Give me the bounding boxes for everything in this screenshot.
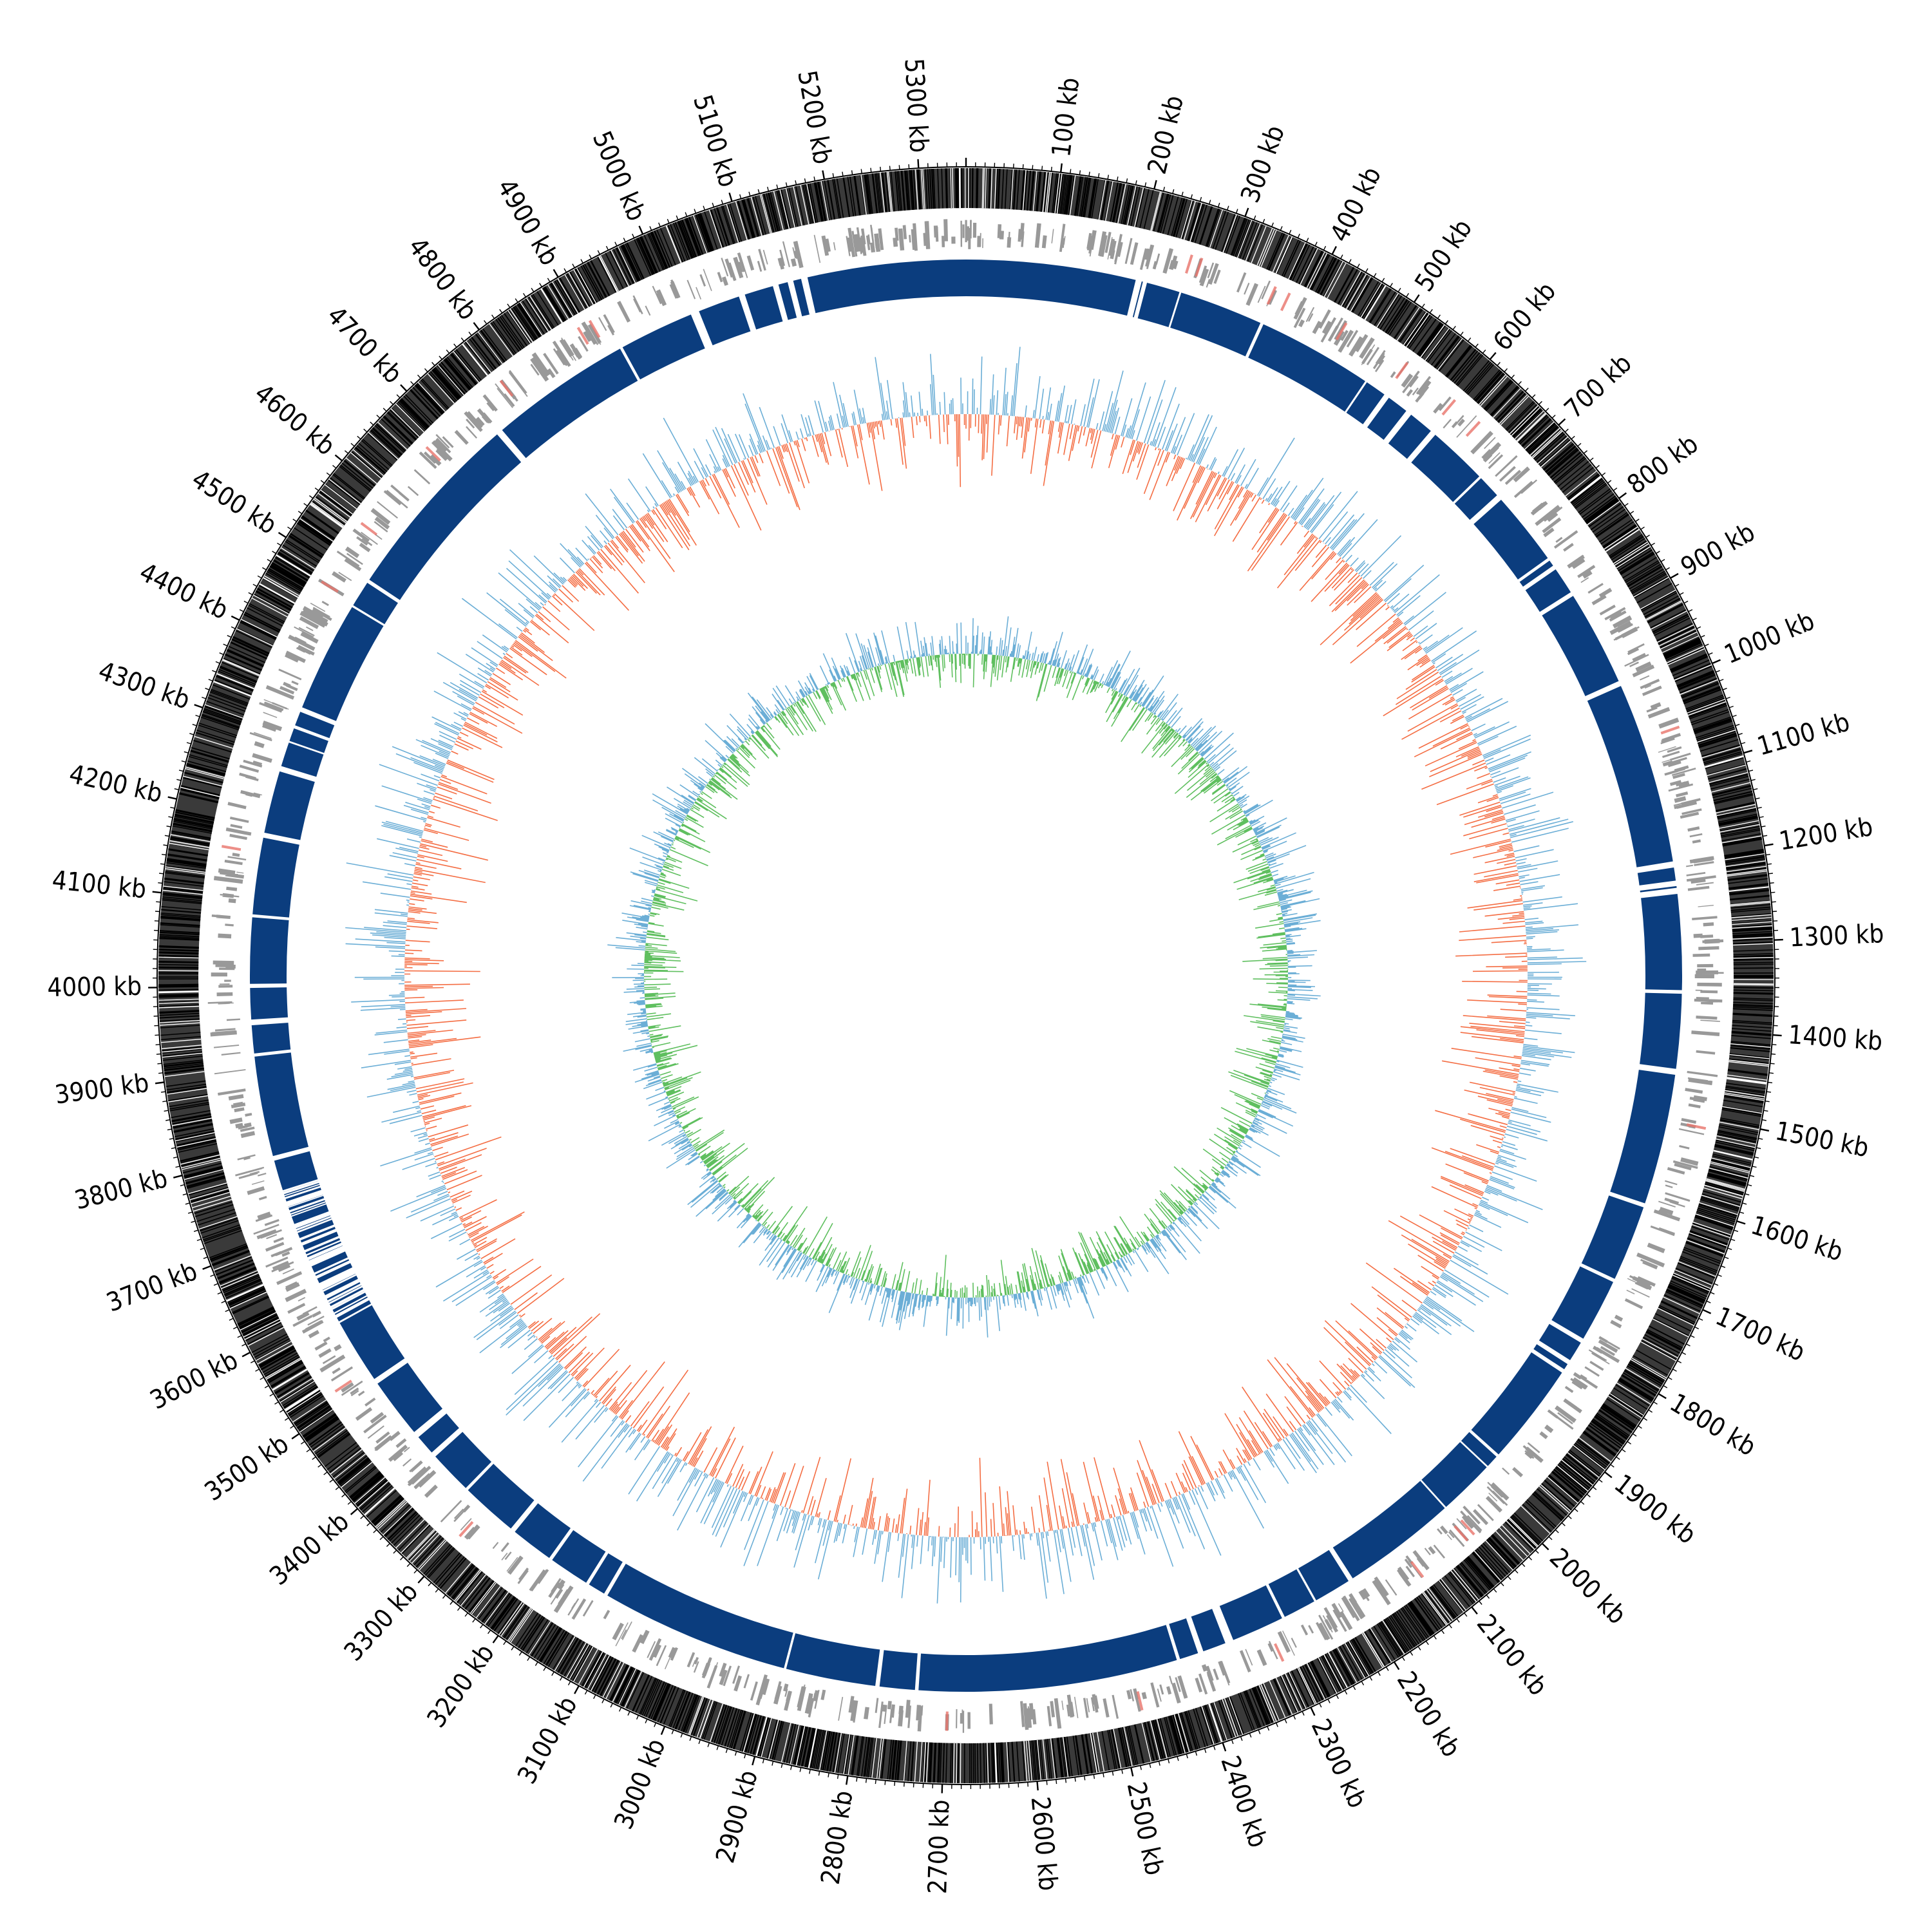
scale-label-300: 300 kb <box>1235 122 1291 207</box>
scale-label-2900: 2900 kb <box>710 1767 764 1866</box>
annotation-ring-track <box>249 260 1683 1692</box>
scale-label-3300: 3300 kb <box>339 1577 424 1667</box>
scale-label-100: 100 kb <box>1046 76 1085 158</box>
scale-label-1200: 1200 kb <box>1777 812 1875 857</box>
scale-label-5100: 5100 kb <box>687 91 743 191</box>
annotation-ring <box>250 260 1682 1692</box>
gc-skew-negative <box>643 653 1289 1298</box>
scale-label-4300: 4300 kb <box>95 656 194 715</box>
scale-label-1100: 1100 kb <box>1754 707 1853 762</box>
scale-label-1500: 1500 kb <box>1773 1116 1871 1163</box>
scale-label-4800: 4800 kb <box>402 232 482 326</box>
scale-label-3000: 3000 kb <box>609 1735 671 1833</box>
scale-label-2100: 2100 kb <box>1471 1609 1553 1701</box>
scale-label-2500: 2500 kb <box>1121 1779 1170 1878</box>
scale-label-200: 200 kb <box>1142 93 1190 177</box>
reverse-cds-track <box>207 219 1724 1733</box>
scale-label-3600: 3600 kb <box>146 1345 243 1416</box>
scale-label-1300: 1300 kb <box>1789 919 1885 952</box>
gc-content-positive <box>345 346 1587 1604</box>
scale-label-3900: 3900 kb <box>53 1068 150 1110</box>
gc-content-negative <box>404 413 1528 1537</box>
scale-label-4700: 4700 kb <box>321 301 408 390</box>
scale-ticks <box>148 158 1783 1794</box>
scale-label-900: 900 kb <box>1676 517 1759 582</box>
scale-label-600: 600 kb <box>1488 276 1562 356</box>
scale-label-700: 700 kb <box>1559 348 1638 424</box>
scale-label-4200: 4200 kb <box>66 759 165 809</box>
scale-label-2300: 2300 kb <box>1305 1714 1372 1812</box>
scale-label-3100: 3100 kb <box>512 1692 583 1789</box>
scale-label-3800: 3800 kb <box>71 1164 171 1216</box>
scale-label-5200: 5200 kb <box>791 68 837 166</box>
scale-label-1600: 1600 kb <box>1747 1211 1846 1267</box>
scale-label-3500: 3500 kb <box>200 1429 294 1507</box>
scale-label-1700: 1700 kb <box>1711 1302 1810 1367</box>
scale-label-400: 400 kb <box>1325 162 1387 247</box>
scale-minor-ticks <box>153 162 1779 1789</box>
scale-label-5000: 5000 kb <box>587 127 652 225</box>
forward-cds-gaps <box>158 167 1774 1784</box>
scale-label-800: 800 kb <box>1622 429 1704 500</box>
scale-label-4600: 4600 kb <box>249 379 340 462</box>
scale-major-ticks <box>148 158 1783 1794</box>
scale-label-1800: 1800 kb <box>1665 1388 1761 1462</box>
scale-label-2700: 2700 kb <box>923 1799 955 1895</box>
forward-cds-track <box>158 167 1774 1784</box>
scale-label-4500: 4500 kb <box>186 464 281 540</box>
scale-label-4900: 4900 kb <box>491 174 565 270</box>
scale-label-1400: 1400 kb <box>1787 1020 1884 1057</box>
scale-label-3400: 3400 kb <box>264 1507 355 1591</box>
scale-label-500: 500 kb <box>1409 214 1478 297</box>
scale-label-4400: 4400 kb <box>135 557 232 625</box>
scale-label-5300: 5300 kb <box>898 57 934 153</box>
scale-label-2200: 2200 kb <box>1391 1667 1466 1763</box>
reverse-cds-features <box>207 219 1724 1733</box>
scale-label-2400: 2400 kb <box>1215 1752 1273 1852</box>
gc-content-track <box>345 346 1587 1604</box>
scale-label-1000: 1000 kb <box>1720 606 1819 670</box>
gc-skew-track <box>607 616 1321 1338</box>
forward-cds-features <box>158 167 1774 1784</box>
scale-label-4100: 4100 kb <box>51 866 148 905</box>
scale-label-3700: 3700 kb <box>102 1256 201 1318</box>
scale-label-1900: 1900 kb <box>1609 1469 1701 1550</box>
scale-label-2800: 2800 kb <box>816 1789 859 1887</box>
gc-skew-positive <box>607 616 1321 1338</box>
scale-label-3200: 3200 kb <box>422 1639 500 1733</box>
scale-label-2000: 2000 kb <box>1544 1543 1632 1631</box>
scale-label-2600: 2600 kb <box>1025 1795 1063 1892</box>
scale-label-4000: 4000 kb <box>47 972 142 1003</box>
